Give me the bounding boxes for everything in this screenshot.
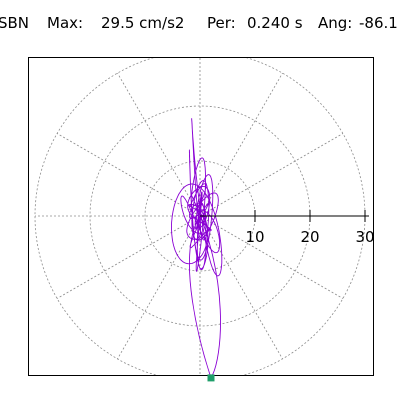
period-label: Per: bbox=[207, 14, 236, 32]
radial-tick-labels: 10 20 30 bbox=[245, 228, 374, 246]
grid-spoke bbox=[199, 215, 344, 299]
radial-tick-label: 30 bbox=[355, 228, 374, 246]
max-label: Max: bbox=[47, 14, 84, 32]
grid-spoke bbox=[199, 215, 283, 360]
header-readout: SBN Max: 29.5 cm/s2 Per: 0.240 s Ang: -8… bbox=[0, 14, 400, 38]
grid-spoke bbox=[56, 133, 201, 217]
motion-trace bbox=[171, 118, 223, 375]
peak-marker bbox=[207, 374, 215, 382]
period-value: 0.240 s bbox=[247, 14, 303, 32]
grid-spoke bbox=[199, 72, 283, 217]
grid-spoke bbox=[199, 133, 344, 217]
radial-tick-label: 10 bbox=[245, 228, 264, 246]
grid-spoke bbox=[117, 215, 201, 360]
polar-plot-frame bbox=[28, 57, 374, 376]
angle-value: -86.1 bbox=[359, 14, 398, 32]
radial-tick-label: 20 bbox=[300, 228, 319, 246]
max-value: 29.5 cm/s2 bbox=[101, 14, 185, 32]
station-code: SBN bbox=[0, 14, 30, 32]
radial-axis bbox=[200, 210, 369, 222]
grid-spoke bbox=[117, 72, 201, 217]
angle-label: Ang: bbox=[318, 14, 353, 32]
trace-path bbox=[171, 118, 223, 375]
grid-spoke bbox=[56, 215, 201, 299]
